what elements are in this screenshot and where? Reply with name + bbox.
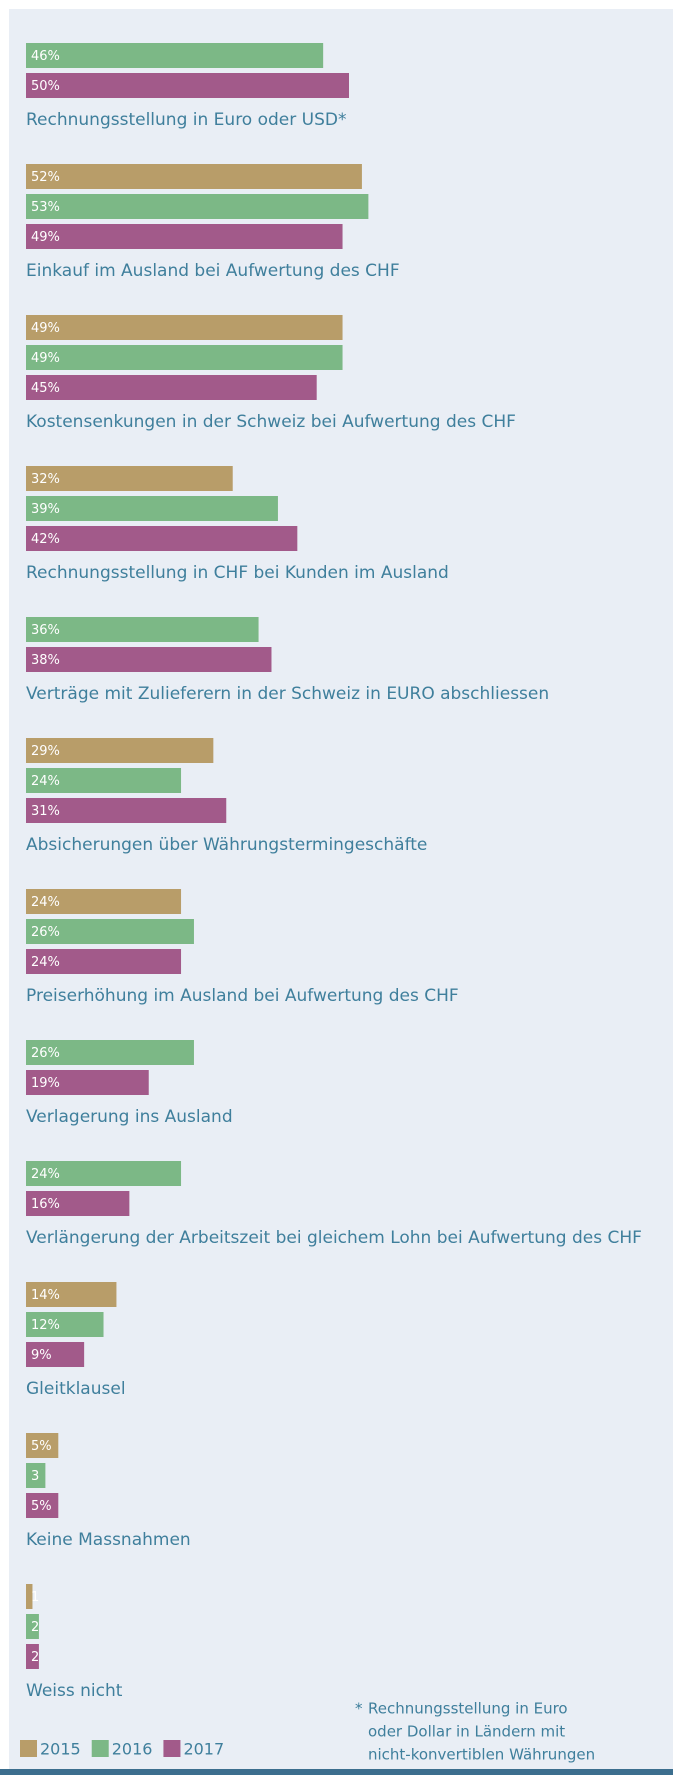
value-label: 5% — [31, 1499, 52, 1514]
bar — [26, 315, 343, 340]
value-label: 5% — [31, 1439, 52, 1454]
value-label: 24% — [31, 895, 60, 910]
bar — [26, 1644, 39, 1669]
legend-swatch — [91, 1740, 109, 1757]
value-label: 24% — [31, 955, 60, 970]
bar — [26, 43, 324, 68]
value-label: 9% — [31, 1348, 52, 1363]
category-label: Rechnungsstellung in CHF bei Kunden im A… — [26, 563, 449, 583]
bar — [26, 1342, 85, 1367]
value-label: 52% — [31, 170, 60, 185]
value-label: 14% — [31, 1288, 60, 1303]
value-label: 24% — [31, 774, 60, 789]
bar — [26, 526, 298, 551]
value-label: 1 — [31, 1590, 39, 1605]
value-label: 49% — [31, 230, 60, 245]
bar — [26, 375, 317, 400]
category-label: Weiss nicht — [26, 1681, 123, 1701]
footnote-line: oder Dollar in Ländern mit — [368, 1723, 565, 1741]
legend-label: 2015 — [40, 1740, 81, 1759]
category-label: Einkauf im Ausland bei Aufwertung des CH… — [26, 261, 400, 281]
bar — [26, 194, 369, 219]
footnote-marker: * — [355, 1700, 363, 1718]
bar — [26, 1161, 182, 1186]
value-label: 29% — [31, 744, 60, 759]
legend-label: 2016 — [112, 1740, 153, 1759]
value-label: 49% — [31, 321, 60, 336]
category-label: Keine Massnahmen — [26, 1530, 191, 1550]
bar — [26, 1282, 117, 1307]
bar — [26, 164, 362, 189]
category-label: Preiserhöhung im Ausland bei Aufwertung … — [26, 986, 459, 1006]
value-label: 2 — [31, 1620, 39, 1635]
value-label: 2 — [31, 1650, 39, 1665]
bar — [26, 1463, 46, 1488]
bar — [26, 496, 278, 521]
bar — [26, 919, 194, 944]
value-label: 24% — [31, 1167, 60, 1182]
bar — [26, 647, 272, 672]
value-label: 16% — [31, 1197, 60, 1212]
bar — [26, 798, 227, 823]
value-label: 50% — [31, 79, 60, 94]
value-label: 3 — [31, 1469, 39, 1484]
category-label: Verlagerung ins Ausland — [26, 1107, 233, 1127]
bar — [26, 1584, 33, 1609]
legend-swatch — [20, 1740, 37, 1757]
bar — [26, 949, 182, 974]
bar — [26, 345, 343, 370]
value-label: 39% — [31, 502, 60, 517]
value-label: 19% — [31, 1076, 60, 1091]
legend-swatch — [163, 1740, 181, 1757]
bar — [26, 738, 214, 763]
bar — [26, 1493, 59, 1518]
bar — [26, 1614, 39, 1639]
legend-label: 2017 — [183, 1740, 224, 1759]
value-label: 38% — [31, 653, 60, 668]
bar — [26, 889, 182, 914]
bar — [26, 1312, 104, 1337]
bar — [26, 466, 233, 491]
footnote-line: nicht-konvertiblen Währungen — [368, 1746, 595, 1764]
category-label: Absicherungen über Währungstermingeschäf… — [26, 835, 427, 855]
value-label: 31% — [31, 804, 60, 819]
value-label: 42% — [31, 532, 60, 547]
bar — [26, 1433, 59, 1458]
value-label: 36% — [31, 623, 60, 638]
bar — [26, 1070, 149, 1095]
bar — [26, 768, 182, 793]
category-label: Kostensenkungen in der Schweiz bei Aufwe… — [26, 412, 516, 432]
value-label: 26% — [31, 925, 60, 940]
bar — [26, 617, 259, 642]
category-label: Verlängerung der Arbeitszeit bei gleiche… — [26, 1228, 642, 1248]
category-label: Rechnungsstellung in Euro oder USD* — [26, 110, 346, 130]
bottom-rule — [0, 1769, 673, 1775]
bar — [26, 1191, 130, 1216]
value-label: 32% — [31, 472, 60, 487]
footnote-line: Rechnungsstellung in Euro — [368, 1700, 568, 1718]
value-label: 45% — [31, 381, 60, 396]
bar — [26, 224, 343, 249]
value-label: 46% — [31, 49, 60, 64]
value-label: 12% — [31, 1318, 60, 1333]
category-label: Gleitklausel — [26, 1379, 126, 1399]
bar — [26, 1040, 194, 1065]
value-label: 53% — [31, 200, 60, 215]
bar — [26, 73, 349, 98]
value-label: 49% — [31, 351, 60, 366]
category-label: Verträge mit Zulieferern in der Schweiz … — [26, 684, 549, 704]
value-label: 26% — [31, 1046, 60, 1061]
